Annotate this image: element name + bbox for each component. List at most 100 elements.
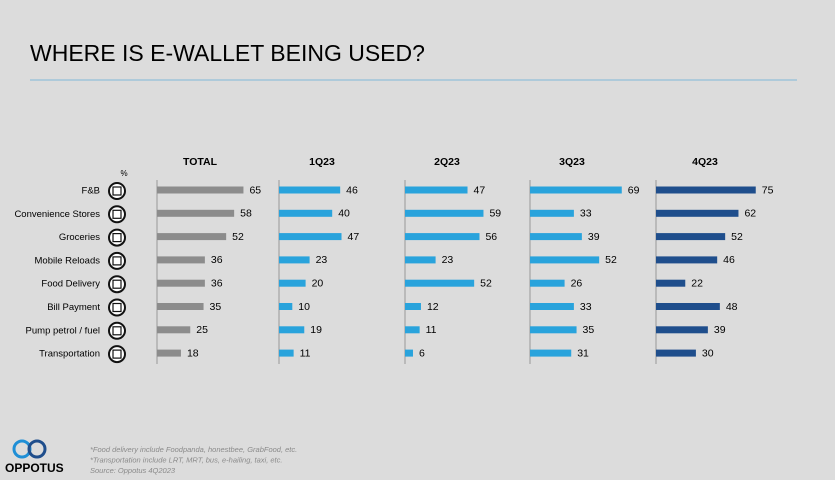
- bar: [405, 349, 413, 357]
- bar: [656, 349, 696, 357]
- value-label: 30: [702, 347, 714, 359]
- category-icon: [108, 275, 126, 294]
- value-label: 58: [240, 208, 252, 220]
- category-icon: [108, 321, 126, 340]
- value-label: 39: [588, 231, 600, 243]
- category-label: Convenience Stores: [14, 209, 100, 220]
- bar: [279, 303, 293, 310]
- value-label: 47: [474, 184, 486, 196]
- value-label: 6: [419, 347, 425, 359]
- bar: [656, 186, 756, 194]
- value-label: 23: [316, 254, 328, 266]
- value-label: 10: [298, 301, 310, 313]
- unit-label: %: [120, 169, 127, 178]
- category-label: Bill Payment: [47, 302, 100, 313]
- bar: [279, 349, 294, 357]
- bar: [530, 209, 574, 217]
- value-label: 11: [300, 347, 311, 359]
- bar: [656, 256, 718, 264]
- bar: [530, 256, 600, 264]
- category-label: Groceries: [59, 232, 100, 243]
- panel-header: 1Q23: [309, 156, 335, 168]
- value-label: 52: [480, 277, 492, 289]
- bar: [279, 186, 341, 194]
- panel-header: 3Q23: [559, 156, 585, 168]
- category-icon-glyph: [112, 279, 122, 289]
- bar: [405, 256, 436, 264]
- bar: [656, 233, 726, 241]
- bar: [157, 256, 205, 264]
- category-label: Pump petrol / fuel: [26, 325, 100, 336]
- bar: [279, 326, 305, 334]
- category-label: Mobile Reloads: [35, 255, 101, 266]
- value-label: 20: [312, 277, 324, 289]
- category-icon-glyph: [112, 326, 122, 336]
- value-label: 36: [211, 254, 223, 266]
- value-label: 25: [196, 324, 208, 336]
- bar: [157, 233, 227, 241]
- category-label: Transportation: [39, 349, 100, 360]
- category-icon: [108, 345, 126, 364]
- category-label: Food Delivery: [41, 279, 100, 290]
- value-label: 33: [580, 208, 592, 220]
- category-icon-glyph: [112, 186, 122, 196]
- value-label: 22: [691, 277, 703, 289]
- bar: [157, 279, 205, 287]
- footnote: Source: Oppotus 4Q2023: [90, 466, 176, 475]
- category-icon-glyph: [112, 233, 122, 243]
- bar: [405, 209, 484, 217]
- value-label: 23: [442, 254, 454, 266]
- bar: [279, 233, 342, 241]
- category-icon: [108, 298, 126, 317]
- bar: [656, 303, 720, 310]
- value-label: 52: [605, 254, 617, 266]
- bar: [530, 233, 582, 241]
- category-icon: [108, 205, 126, 224]
- category-icon: [108, 182, 126, 200]
- value-label: 52: [731, 231, 743, 243]
- value-label: 39: [714, 324, 726, 336]
- value-label: 46: [346, 184, 358, 196]
- value-label: 59: [489, 208, 501, 220]
- value-label: 56: [485, 231, 497, 243]
- bar: [656, 279, 686, 287]
- bar: [279, 256, 310, 264]
- value-label: 48: [726, 301, 738, 313]
- bar: [405, 233, 480, 241]
- value-label: 33: [580, 301, 592, 313]
- bar: [530, 279, 565, 287]
- bar: [405, 326, 420, 334]
- bar: [157, 326, 191, 334]
- bar: [157, 349, 181, 357]
- category-label: F&B: [82, 186, 100, 197]
- bar: [530, 349, 572, 357]
- bar: [405, 279, 475, 287]
- bar: [656, 326, 708, 334]
- value-label: 62: [744, 208, 756, 220]
- value-label: 35: [583, 324, 595, 336]
- bar: [656, 209, 739, 217]
- category-icon-glyph: [112, 256, 122, 266]
- chart-title: WHERE IS E-WALLET BEING USED?: [30, 40, 425, 66]
- value-label: 65: [249, 184, 261, 196]
- bar: [530, 303, 574, 310]
- value-label: 40: [338, 208, 350, 220]
- value-label: 11: [426, 324, 437, 336]
- panel-header: 2Q23: [434, 156, 460, 168]
- panel-header: TOTAL: [183, 156, 218, 168]
- footnote: *Transportation include LRT, MRT, bus, e…: [90, 455, 282, 464]
- category-icon-glyph: [112, 302, 122, 313]
- value-label: 12: [427, 301, 439, 313]
- brand: OPPOTUS: [5, 461, 64, 475]
- bar: [279, 279, 306, 287]
- value-label: 52: [232, 231, 244, 243]
- value-label: 26: [571, 277, 583, 289]
- logo-ring: [27, 439, 47, 459]
- value-label: 75: [762, 184, 774, 196]
- footnote: *Food delivery include Foodpanda, honest…: [90, 445, 297, 454]
- bar: [405, 303, 421, 310]
- category-icon: [108, 228, 126, 247]
- category-icon: [108, 251, 126, 270]
- value-label: 47: [348, 231, 360, 243]
